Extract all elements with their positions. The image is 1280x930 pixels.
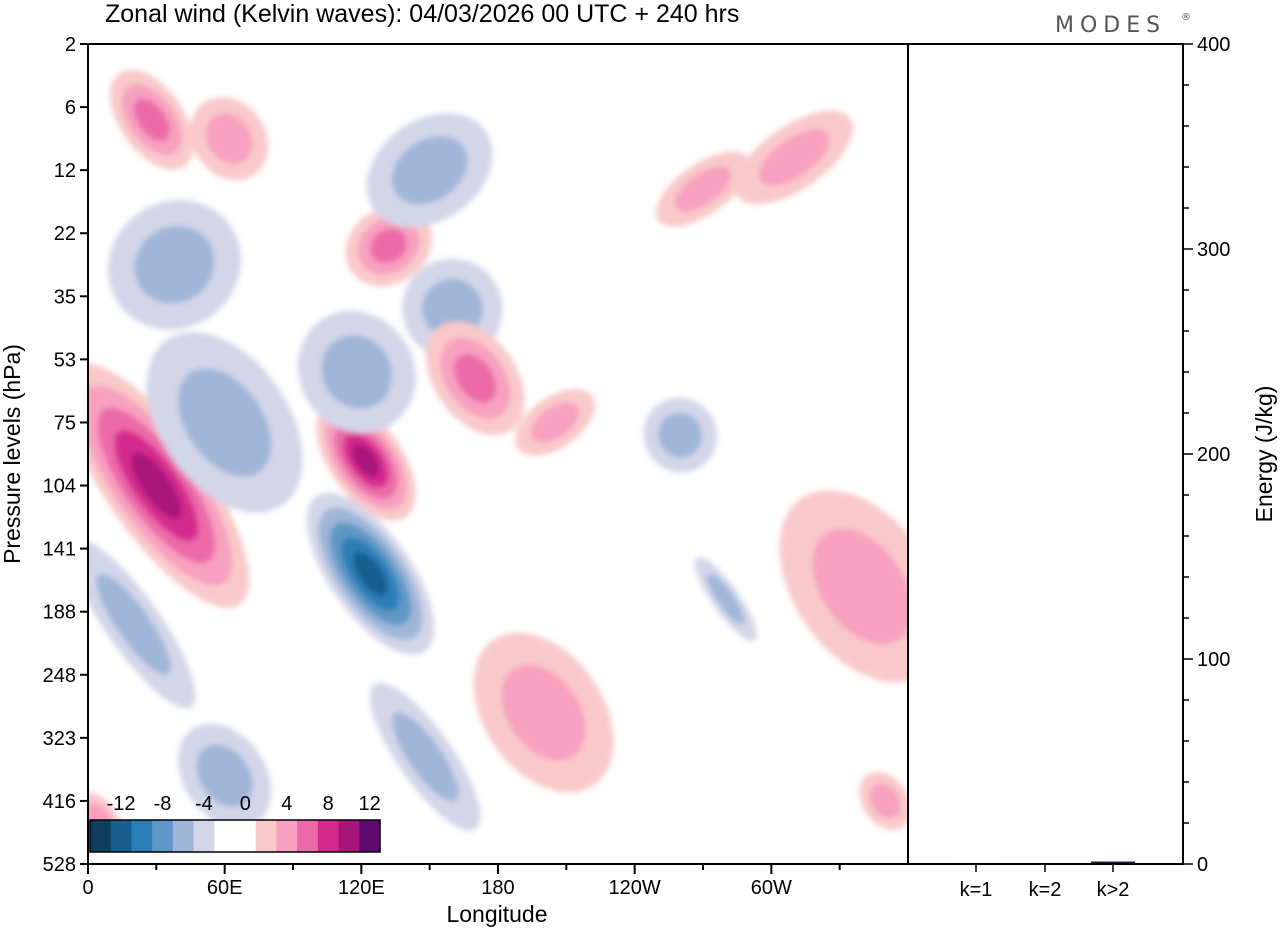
energy-axis-label: Energy (J/kg) xyxy=(1251,386,1277,523)
colorbar-swatch xyxy=(90,820,112,852)
energy-tick-label: 400 xyxy=(1197,34,1230,56)
energy-plot-area xyxy=(908,44,1183,864)
y-tick-label: 188 xyxy=(43,602,76,624)
category-label: k=2 xyxy=(1029,879,1062,901)
energy-tick-label: 200 xyxy=(1197,444,1230,466)
colorbar-label: 4 xyxy=(281,793,292,815)
colorbar-frame xyxy=(89,819,381,853)
wind-anomaly-contour xyxy=(133,98,170,142)
brand-registered-mark: ® xyxy=(1181,12,1191,23)
colorbar-swatch xyxy=(110,820,132,852)
colorbar-label: 8 xyxy=(323,793,334,815)
colorbar-swatch xyxy=(172,820,195,852)
x-tick-label: 120E xyxy=(338,877,385,899)
category-label: k>2 xyxy=(1097,879,1130,901)
colorbar-label: 12 xyxy=(359,793,381,815)
wind-anomaly-contour xyxy=(454,353,497,403)
y-axis-label: Pressure levels (hPa) xyxy=(0,344,25,564)
y-tick-label: 141 xyxy=(43,539,76,561)
energy-tick-label: 0 xyxy=(1197,854,1208,876)
y-tick-label: 2 xyxy=(65,34,76,56)
y-tick-label: 12 xyxy=(54,160,76,182)
y-tick-label: 248 xyxy=(43,665,76,687)
colorbar-swatch xyxy=(235,820,257,852)
wind-anomaly-contour xyxy=(869,783,901,819)
wind-anomaly-contour xyxy=(658,412,703,458)
pressure-axis: 2 6 12 22 35 53 75 104 141 188 248 323 416 528 xyxy=(43,34,88,876)
wind-anomaly-contour xyxy=(177,368,272,477)
wind-anomaly-contour xyxy=(370,228,408,264)
wind-anomaly-contour xyxy=(321,335,393,409)
colorbar-swatch xyxy=(214,820,236,852)
wind-anomaly-contour xyxy=(131,452,182,519)
colorbar-label: -12 xyxy=(107,793,136,815)
wind-anomaly-contour xyxy=(391,135,468,205)
colorbar-swatch xyxy=(317,820,340,852)
wind-anomaly-contour xyxy=(812,528,908,645)
wind-anomaly-contour xyxy=(758,129,830,186)
wind-anomaly-contour xyxy=(501,664,586,761)
y-tick-label: 35 xyxy=(54,286,76,308)
colorbar-swatch xyxy=(359,820,381,852)
colorbar-swatch xyxy=(131,820,153,852)
x-tick-label: 60E xyxy=(207,877,243,899)
wind-anomaly-contour xyxy=(674,166,732,212)
wind-anomaly-contour xyxy=(707,573,745,625)
y-tick-label: 528 xyxy=(43,854,76,876)
energy-bar xyxy=(1091,861,1135,864)
y-tick-label: 104 xyxy=(43,476,76,498)
colorbar-swatch xyxy=(338,820,360,852)
wind-anomaly-contour xyxy=(196,744,253,807)
wind-anomaly-contour xyxy=(352,443,380,477)
wind-contour-layer xyxy=(88,69,908,848)
energy-axis: 0 100 200 300 400 xyxy=(1183,34,1230,876)
colorbar: -12 -8 -4 0 4 8 12 xyxy=(89,793,381,853)
x-tick-label: 180 xyxy=(481,877,514,899)
wind-anomaly-contour xyxy=(391,712,459,802)
y-tick-label: 75 xyxy=(54,412,76,434)
wind-anomaly-contour xyxy=(96,573,171,675)
colorbar-label: 0 xyxy=(240,793,251,815)
colorbar-label: -8 xyxy=(154,793,172,815)
y-tick-label: 53 xyxy=(54,349,76,371)
wind-anomaly-contour xyxy=(530,402,579,443)
y-tick-label: 22 xyxy=(54,223,76,245)
longitude-axis: 0 60E 120E 180 120W 60W xyxy=(82,864,841,899)
x-tick-label: 0 xyxy=(82,877,93,899)
y-tick-label: 323 xyxy=(43,728,76,750)
x-tick-label: 120W xyxy=(609,877,661,899)
wind-anomaly-contour xyxy=(134,225,215,304)
wavenumber-labels: k=1 k=2 k>2 xyxy=(960,864,1130,901)
colorbar-swatch xyxy=(297,820,319,852)
chart-title: Zonal wind (Kelvin waves): 04/03/2026 00… xyxy=(105,0,739,28)
wind-anomaly-contour xyxy=(353,551,388,596)
y-tick-label: 416 xyxy=(43,791,76,813)
colorbar-swatch xyxy=(255,820,277,852)
colorbar-swatch xyxy=(276,820,298,852)
colorbar-swatch xyxy=(193,820,215,852)
x-tick-label: 60W xyxy=(751,877,792,899)
category-label: k=1 xyxy=(960,879,993,901)
colorbar-swatch xyxy=(152,820,174,852)
wind-anomaly-contour xyxy=(205,113,253,164)
x-axis-label: Longitude xyxy=(446,901,547,927)
energy-tick-label: 100 xyxy=(1197,649,1230,671)
colorbar-label: -4 xyxy=(195,793,213,815)
brand-logo: MODES xyxy=(1055,13,1166,38)
energy-tick-label: 300 xyxy=(1197,239,1230,261)
y-tick-label: 6 xyxy=(65,97,76,119)
